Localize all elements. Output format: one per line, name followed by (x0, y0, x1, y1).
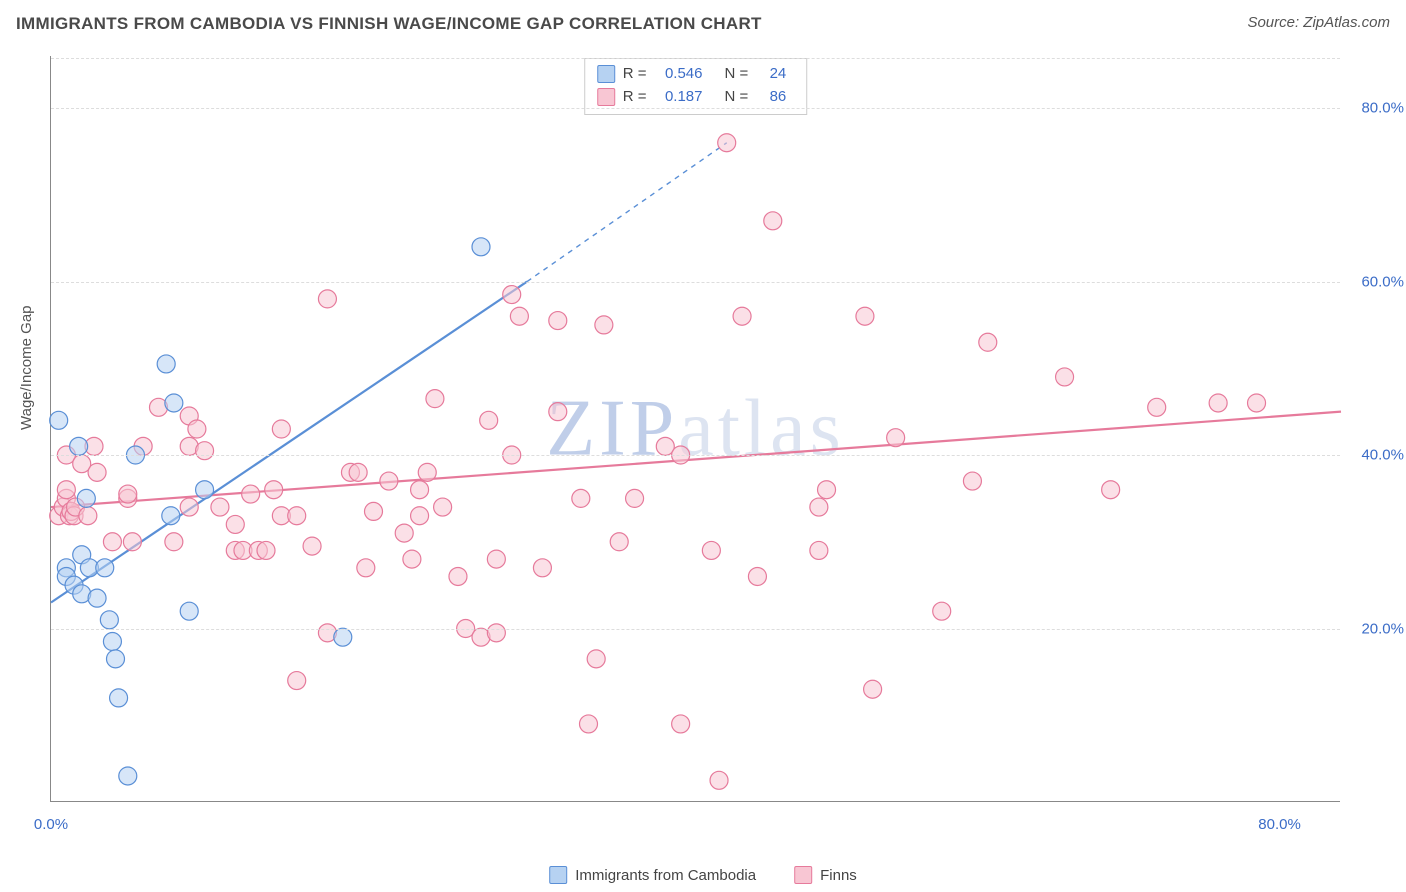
legend-label: Immigrants from Cambodia (575, 867, 756, 884)
gridline (51, 58, 1340, 59)
y-tick-label: 80.0% (1344, 100, 1404, 117)
stats-row-cambodia: R = 0.546 N = 24 (597, 63, 787, 86)
gridline (51, 629, 1340, 630)
y-tick-label: 20.0% (1344, 620, 1404, 637)
stats-row-finns: R = 0.187 N = 86 (597, 86, 787, 109)
y-tick-label: 60.0% (1344, 273, 1404, 290)
y-tick-label: 40.0% (1344, 447, 1404, 464)
gridline (51, 282, 1340, 283)
x-tick-label: 80.0% (1258, 816, 1301, 833)
swatch-finns (597, 88, 615, 106)
legend-label: Finns (820, 867, 857, 884)
chart-title: IMMIGRANTS FROM CAMBODIA VS FINNISH WAGE… (16, 14, 762, 33)
gridline (51, 108, 1340, 109)
swatch-cambodia (597, 65, 615, 83)
legend-item-cambodia: Immigrants from Cambodia (549, 866, 756, 884)
gridline (51, 455, 1340, 456)
swatch-cambodia-legend (549, 866, 567, 884)
plot-area: ZIPatlas R = 0.546 N = 24 R = 0.187 N = … (50, 56, 1340, 802)
x-tick-label: 0.0% (34, 816, 68, 833)
scatter-chart-svg (51, 56, 1340, 801)
source-label: Source: ZipAtlas.com (1247, 14, 1390, 31)
bottom-legend: Immigrants from Cambodia Finns (549, 866, 857, 884)
correlation-stats-box: R = 0.546 N = 24 R = 0.187 N = 86 (584, 58, 808, 115)
swatch-finns-legend (794, 866, 812, 884)
legend-item-finns: Finns (794, 866, 857, 884)
y-axis-label: Wage/Income Gap (18, 305, 35, 430)
